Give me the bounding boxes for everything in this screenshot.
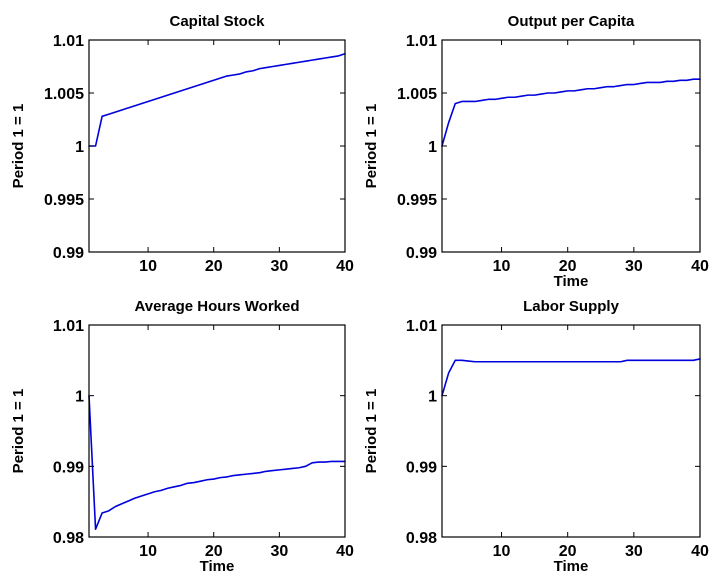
x-tick-label: 40 — [691, 258, 709, 275]
y-tick-label: 1 — [428, 389, 437, 406]
x-tick-label: 10 — [139, 543, 157, 560]
y-tick-label: 0.98 — [406, 530, 437, 547]
x-tick-label: 20 — [559, 258, 577, 275]
axes-frame — [441, 39, 701, 253]
y-tick-label: 1 — [75, 139, 84, 156]
y-axis-label: Period 1 = 1 — [10, 389, 27, 474]
x-tick-label: 10 — [139, 258, 157, 275]
x-tick-label: 30 — [270, 258, 288, 275]
y-tick-label: 0.995 — [44, 192, 84, 209]
axes-frame — [441, 324, 701, 538]
axes-frame — [88, 324, 346, 538]
y-axis-label: Period 1 = 1 — [10, 104, 27, 189]
y-tick-label: 0.99 — [406, 459, 437, 476]
y-tick-label: 0.995 — [397, 192, 437, 209]
x-tick-label: 20 — [559, 543, 577, 560]
y-tick-label: 1.01 — [406, 318, 437, 335]
y-tick-label: 1 — [75, 389, 84, 406]
chart-title: Average Hours Worked — [134, 298, 299, 315]
chart-title: Labor Supply — [523, 298, 619, 315]
x-tick-label: 30 — [625, 543, 643, 560]
x-tick-label: 10 — [493, 258, 511, 275]
x-tick-label: 20 — [205, 258, 223, 275]
chart-title: Capital Stock — [169, 13, 265, 30]
series-line-3-1 — [88, 394, 346, 531]
x-tick-label: 40 — [691, 543, 709, 560]
y-tick-label: 1.01 — [406, 33, 437, 50]
y-axis-label: Period 1 = 1 — [363, 389, 380, 474]
x-tick-label: 40 — [336, 258, 354, 275]
y-tick-label: 1.005 — [397, 86, 437, 103]
y-tick-label: 0.99 — [53, 245, 84, 262]
y-axis-label: Period 1 = 1 — [363, 104, 380, 189]
subplot-1: 10 20 30 40 0.99 0.995 1 1.005 1.01 Capital Stock… — [10, 13, 354, 275]
x-tick-label: 10 — [493, 543, 511, 560]
x-axis-label: Time — [200, 558, 235, 575]
series-line-4-1 — [441, 358, 701, 397]
subplot-4: 10 20 30 40 0.98 0.99 1 1.01 Labor Supply Period … — [363, 298, 709, 575]
y-tick-label: 0.99 — [406, 245, 437, 262]
subplot-2: 10 20 30 40 0.99 0.995 1 1.005 1.01 Output per Ca… — [363, 13, 709, 290]
series-line-2-1 — [441, 78, 701, 147]
y-tick-label: 0.98 — [53, 530, 84, 547]
y-tick-label: 1.005 — [44, 86, 84, 103]
x-axis-label: Time — [554, 273, 589, 290]
series-line-1-1 — [88, 52, 346, 147]
subplot-3: 10 20 30 40 0.98 0.99 1 1.01 Average Hours Worke… — [10, 298, 354, 575]
chart-title: Output per Capita — [508, 13, 635, 30]
x-tick-label: 30 — [270, 543, 288, 560]
x-tick-label: 40 — [336, 543, 354, 560]
axes-frame — [88, 39, 346, 253]
y-tick-label: 1 — [428, 139, 437, 156]
x-tick-label: 20 — [205, 543, 223, 560]
y-tick-label: 0.99 — [53, 459, 84, 476]
y-tick-label: 1.01 — [53, 33, 84, 50]
x-axis-label: Time — [554, 558, 589, 575]
x-tick-label: 30 — [625, 258, 643, 275]
y-tick-label: 1.01 — [53, 318, 84, 335]
